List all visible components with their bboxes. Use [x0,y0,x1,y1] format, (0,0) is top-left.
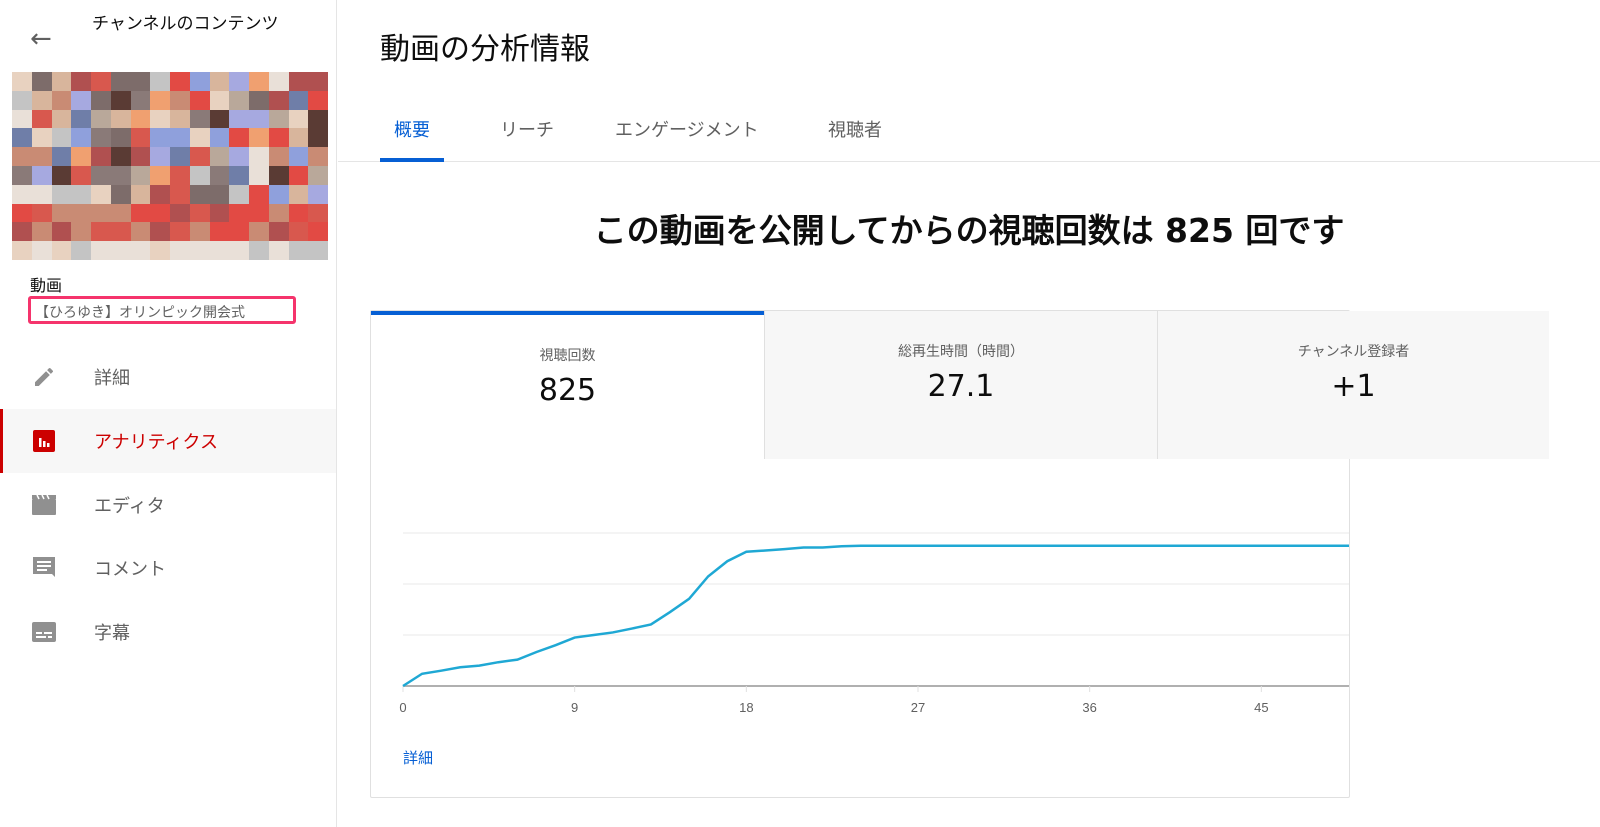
more-details-link[interactable]: 詳細 [403,749,434,767]
x-tick-label: 9 [571,700,578,715]
metric-value: 825 [538,373,597,408]
metric-label: 視聴回数 [539,348,596,364]
sidebar-item-label: 詳細 [94,368,130,389]
sidebar-item-label: エディタ [94,496,165,517]
video-thumbnail[interactable] [12,72,328,260]
tab-engagement[interactable]: エンゲージメント [615,120,759,141]
metric-label: チャンネル登録者 [1297,344,1410,360]
views-chart: 0300600900091827364554日 [399,532,1349,715]
metric-subscribers[interactable]: チャンネル登録者 +1 [1158,311,1549,459]
x-tick-label: 27 [911,700,925,715]
sidebar-item-label: コメント [94,559,166,580]
video-label: 動画 [30,276,63,295]
metric-value: 27.1 [927,369,995,404]
sidebar-item-label: アナリティクス [94,432,219,453]
arrow-left-icon[interactable]: ← [30,24,52,54]
x-tick-label: 36 [1082,700,1096,715]
metric-watch-time[interactable]: 総再生時間（時間） 27.1 [764,311,1158,459]
x-tick-label: 18 [739,700,753,715]
sidebar-item-comments[interactable]: コメント [0,536,336,600]
sidebar-item-label: 字幕 [94,623,130,644]
sidebar: ← チャンネルのコンテンツ 動画 【ひろゆき】オリンピック開会式 詳細 アナリテ… [0,0,337,827]
sidebar-item-analytics[interactable]: アナリティクス [0,409,336,473]
views-line [402,544,1349,688]
page-title: 動画の分析情報 [380,32,590,67]
tab-overview[interactable]: 概要 [380,116,444,162]
metric-views[interactable]: 視聴回数 825 [371,311,764,459]
sidebar-item-details[interactable]: 詳細 [0,345,336,409]
video-title[interactable]: 【ひろゆき】オリンピック開会式 [28,296,296,324]
subtitles-icon [30,618,58,646]
comment-icon [30,554,58,582]
tab-audience[interactable]: 視聴者 [828,120,882,141]
x-tick-label: 45 [1254,700,1268,715]
metric-label: 総再生時間（時間） [898,344,1024,360]
views-headline: この動画を公開してからの視聴回数は 825 回です [593,211,1345,250]
pencil-icon [30,363,58,391]
x-tick-label: 0 [399,700,406,715]
tab-reach[interactable]: リーチ [500,120,554,141]
metrics-card: 視聴回数 825 総再生時間（時間） 27.1 チャンネル登録者 +1 0300… [370,310,1549,798]
sidebar-item-subtitles[interactable]: 字幕 [0,600,336,664]
main-content: 動画の分析情報 概要 リーチ エンゲージメント 視聴者 この動画を公開してからの… [338,0,1600,827]
analytics-icon [30,427,58,455]
clapperboard-icon [30,491,58,519]
tab-bar: 概要 リーチ エンゲージメント 視聴者 [338,100,1600,162]
metric-value: +1 [1331,369,1376,404]
channel-content-title: チャンネルのコンテンツ [92,14,279,34]
sidebar-item-editor[interactable]: エディタ [0,473,336,537]
